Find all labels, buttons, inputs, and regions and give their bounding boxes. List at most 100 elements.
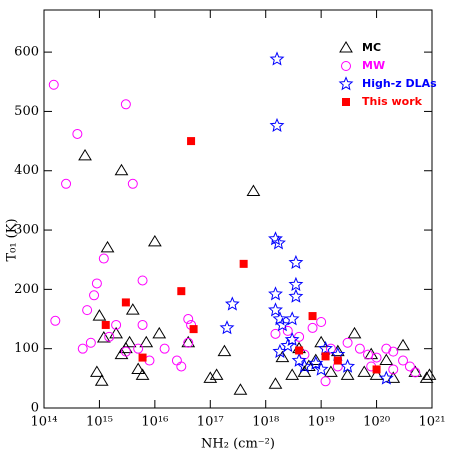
circle-marker: [159, 343, 170, 354]
triangle-marker: [92, 309, 107, 321]
triangle-marker: [90, 365, 104, 377]
star-marker: [268, 231, 283, 246]
star-marker: [318, 340, 333, 355]
y-axis-label: T₀₁ (K): [5, 218, 20, 261]
square-marker: [295, 346, 304, 355]
triangle-marker: [122, 335, 137, 348]
circle-marker: [85, 337, 96, 348]
circle-marker: [341, 61, 351, 71]
square-marker: [333, 356, 342, 365]
y-tick-label: 100: [14, 341, 39, 356]
star-marker: [291, 352, 307, 367]
circle-marker: [388, 364, 399, 375]
triangle-marker: [246, 184, 261, 197]
circle-marker: [410, 367, 421, 378]
legend-label: MW: [362, 59, 385, 72]
triangle-marker: [419, 371, 434, 383]
circle-marker: [133, 343, 144, 354]
square-marker: [189, 325, 198, 334]
star-marker: [269, 117, 285, 132]
star-marker: [288, 254, 304, 269]
star-marker: [272, 311, 288, 326]
triangle-marker: [114, 347, 129, 360]
square-marker: [101, 320, 110, 329]
y-tick-label: 400: [14, 163, 39, 178]
legend-label: High-z DLAs: [362, 77, 437, 90]
triangle-marker: [275, 350, 290, 363]
circle-marker: [176, 361, 187, 372]
square-marker: [321, 352, 330, 361]
legend-label: MC: [362, 41, 381, 54]
triangle-marker: [369, 368, 384, 380]
star-marker: [338, 76, 354, 91]
star-marker: [313, 361, 329, 376]
y-tick-label: 600: [14, 45, 39, 60]
circle-marker: [104, 331, 115, 342]
square-marker: [342, 98, 350, 106]
triangle-marker: [301, 359, 316, 371]
circle-marker: [381, 343, 392, 354]
triangle-marker: [386, 371, 401, 383]
x-tick-label: 10¹⁴: [31, 415, 58, 430]
circle-marker: [89, 290, 100, 301]
star-marker: [288, 288, 304, 303]
x-tick-label: 10¹⁶: [141, 415, 168, 430]
circle-marker: [362, 349, 373, 360]
triangle-marker: [422, 368, 437, 380]
triangle-marker: [396, 338, 410, 351]
circle-marker: [325, 343, 336, 354]
circle-marker: [48, 79, 59, 90]
star-marker: [274, 317, 290, 332]
triangle-marker: [78, 148, 92, 161]
circle-marker: [137, 319, 148, 330]
circle-marker: [120, 346, 131, 357]
circle-marker: [183, 314, 194, 325]
y-tick-label: 0: [31, 401, 39, 416]
circle-marker: [111, 319, 122, 330]
circle-marker: [342, 337, 353, 348]
triangle-marker: [217, 344, 232, 357]
x-tick-label: 10²¹: [419, 415, 446, 430]
triangle-marker: [339, 41, 353, 53]
triangle-marker: [94, 374, 109, 386]
triangle-marker: [268, 377, 283, 389]
x-tick-label: 10¹⁵: [86, 415, 113, 430]
circle-marker: [404, 361, 415, 372]
triangle-marker: [324, 365, 338, 377]
square-marker: [177, 287, 186, 296]
circle-marker: [270, 328, 281, 339]
triangle-marker: [357, 365, 372, 377]
circle-marker: [98, 253, 109, 264]
triangle-marker: [147, 234, 162, 247]
square-marker: [121, 298, 130, 307]
x-axis-label: NH₂ (cm⁻²): [201, 437, 275, 452]
triangle-marker: [109, 326, 123, 339]
triangle-marker: [233, 383, 248, 395]
star-marker: [280, 337, 296, 353]
triangle-marker: [203, 371, 218, 383]
circle-marker: [120, 99, 131, 110]
star-marker: [219, 320, 235, 335]
circle-marker: [137, 275, 148, 286]
legend-label: This work: [362, 95, 423, 108]
square-marker: [239, 259, 248, 268]
circle-marker: [398, 355, 409, 366]
circle-marker: [307, 322, 318, 333]
star-marker: [340, 358, 356, 373]
circle-marker: [282, 325, 293, 336]
triangle-marker: [114, 163, 129, 176]
triangle-marker: [285, 368, 300, 380]
square-marker: [187, 137, 196, 146]
star-marker: [271, 235, 286, 250]
circle-marker: [171, 355, 182, 366]
triangle-marker: [340, 368, 355, 380]
circle-marker: [371, 352, 382, 363]
triangle-marker: [100, 240, 115, 253]
circle-marker: [183, 337, 194, 348]
circle-marker: [61, 178, 72, 189]
triangle-marker: [96, 331, 111, 343]
triangle-marker: [135, 368, 150, 380]
y-tick-label: 500: [14, 104, 39, 119]
plot-frame: [43, 9, 433, 409]
